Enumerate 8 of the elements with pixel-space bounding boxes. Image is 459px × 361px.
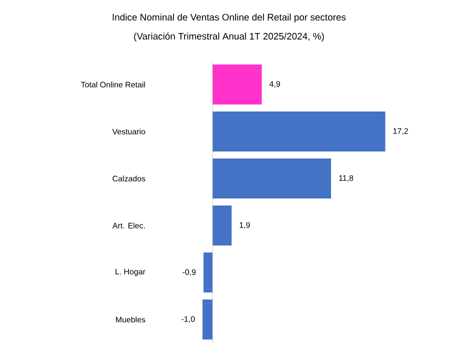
chart-title: Indice Nominal de Ventas Online del Retail por sectores: [112, 14, 346, 22]
bar: [212, 206, 232, 246]
bar: [212, 112, 386, 152]
bar: [202, 300, 213, 340]
bar: [212, 158, 332, 198]
bar: [204, 252, 213, 292]
bar: [212, 64, 262, 104]
chart-subtitle: (Variación Trimestral Anual 1T 2025/2024, %): [134, 32, 324, 42]
